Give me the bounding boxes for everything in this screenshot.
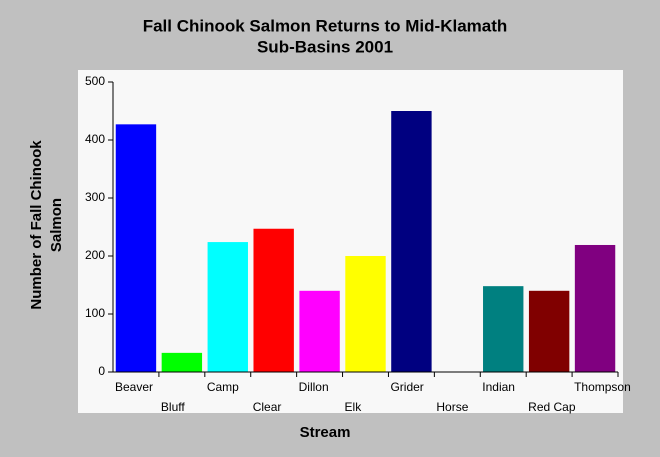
x-tick-label: Indian	[482, 380, 515, 394]
x-tick-label: Horse	[436, 400, 468, 414]
x-tick-label: Thompson	[574, 380, 631, 394]
bar	[299, 290, 340, 372]
x-tick-label: Dillon	[299, 380, 329, 394]
y-tick-label: 100	[85, 306, 105, 320]
x-tick-label: Camp	[207, 380, 239, 394]
y-tick-label: 200	[85, 248, 105, 262]
chart-title: Fall Chinook Salmon Returns to Mid-Klama…	[143, 16, 508, 35]
bar	[391, 111, 432, 372]
x-tick-label: Grider	[390, 380, 423, 394]
chart-title: Sub-Basins 2001	[257, 37, 393, 56]
bar	[483, 286, 524, 372]
y-tick-label: 400	[85, 132, 105, 146]
bar	[207, 242, 248, 372]
y-tick-label: 0	[98, 364, 105, 378]
x-tick-label: Beaver	[115, 380, 153, 394]
y-axis-label-line: Number of Fall Chinook	[28, 140, 45, 310]
bar	[528, 290, 570, 372]
x-tick-label: Elk	[345, 400, 363, 414]
x-tick-label: Clear	[253, 400, 282, 414]
y-tick-label: 300	[85, 190, 105, 204]
bar	[115, 124, 157, 372]
bar	[161, 352, 203, 372]
x-axis-label: Stream	[300, 424, 351, 441]
x-tick-label: Red Cap	[528, 400, 576, 414]
bar	[345, 256, 386, 372]
bar	[574, 244, 616, 372]
y-tick-label: 500	[85, 74, 105, 88]
y-axis-label: Number of Fall Chinook Salmon	[28, 140, 65, 310]
bar	[253, 228, 294, 372]
x-tick-label: Bluff	[161, 400, 185, 414]
y-axis-label-line: Salmon	[48, 198, 65, 252]
